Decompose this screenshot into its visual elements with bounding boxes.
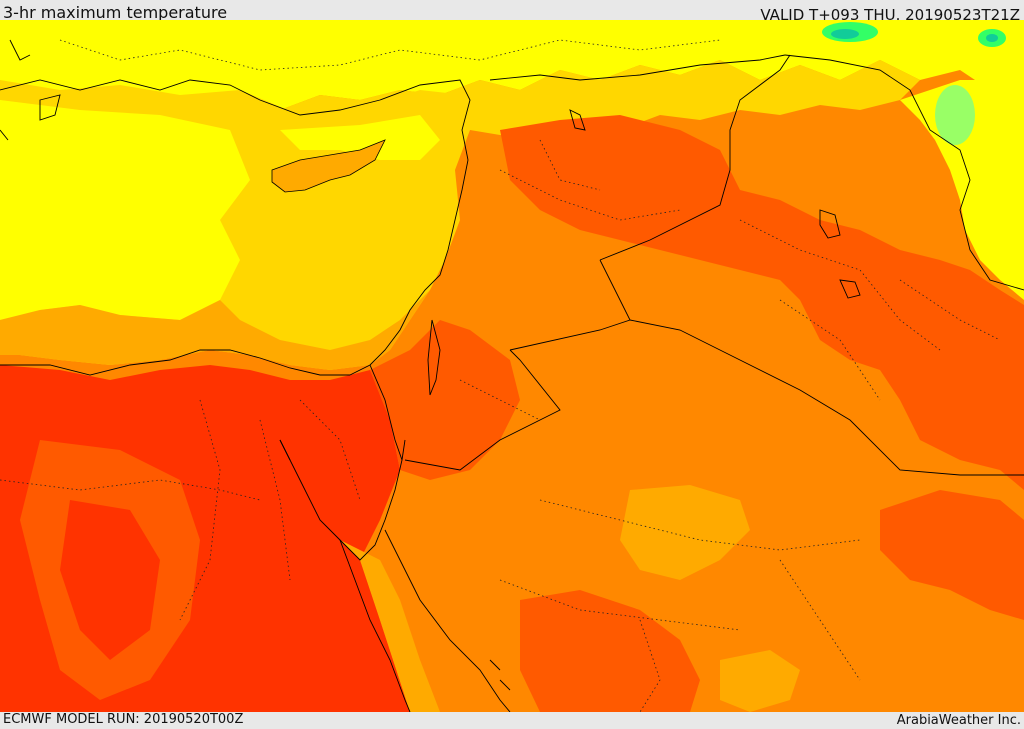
dead-sea bbox=[427, 319, 441, 396]
sea-yellow-patch-2 bbox=[280, 115, 440, 160]
valid-time-label: VALID T+093 THU. 20190523T21Z bbox=[760, 6, 1020, 24]
gulf-of-aqaba bbox=[384, 439, 406, 521]
turkey-lake bbox=[569, 109, 586, 131]
arabia-light-orange-patch-2 bbox=[720, 650, 800, 712]
med-coast-light-orange bbox=[0, 290, 430, 370]
levant-dark-orange bbox=[500, 115, 1024, 490]
lake-razazza bbox=[839, 279, 861, 299]
red-sea-islands bbox=[489, 659, 511, 691]
temperature-map bbox=[0, 20, 1024, 712]
teal-patch-east bbox=[986, 34, 998, 42]
egypt-north-coast bbox=[0, 349, 350, 376]
arabia-light-orange-patch bbox=[620, 485, 750, 580]
sinai-dark-orange bbox=[370, 320, 520, 480]
egypt-israel-border bbox=[369, 364, 403, 461]
teal-patch-north bbox=[831, 29, 859, 39]
cyprus-outline bbox=[271, 139, 386, 193]
province-lines-iraq bbox=[739, 219, 1001, 401]
east-arabia-dark-orange bbox=[880, 490, 1024, 620]
province-lines-egypt bbox=[0, 399, 291, 621]
egypt-red-inner bbox=[60, 500, 160, 660]
red-sea-east-coast bbox=[384, 529, 511, 712]
iraq-saudi-border bbox=[629, 319, 1024, 476]
province-lines-sinai bbox=[299, 399, 361, 501]
red-sea-west-coast bbox=[339, 539, 411, 712]
syria-iraq-border bbox=[599, 54, 791, 261]
green-patch-zagros bbox=[935, 85, 975, 145]
map-title: 3-hr maximum temperature bbox=[3, 3, 228, 22]
jordan-saudi-border bbox=[404, 349, 561, 471]
lake-tharthar bbox=[819, 209, 841, 239]
turkey-syria-border bbox=[489, 54, 786, 81]
iraq-iran-border bbox=[784, 54, 1024, 291]
turkey-south-coast bbox=[0, 79, 471, 161]
red-sea-light-orange bbox=[340, 540, 440, 712]
eastern-yellow-region bbox=[900, 80, 1024, 300]
northern-yellow-band bbox=[0, 20, 1024, 120]
sea-yellow-patch bbox=[0, 100, 250, 320]
model-run-label: ECMWF MODEL RUN: 20190520T00Z bbox=[3, 712, 244, 727]
credit-label: ArabiaWeather Inc. bbox=[896, 713, 1021, 728]
levant-coast bbox=[349, 159, 469, 376]
aegean-islands bbox=[0, 39, 61, 141]
province-lines-jordan bbox=[459, 379, 541, 421]
province-lines-syria bbox=[499, 139, 681, 221]
south-arabia-dark-orange bbox=[520, 590, 700, 712]
sinai-south-coast bbox=[279, 439, 291, 461]
